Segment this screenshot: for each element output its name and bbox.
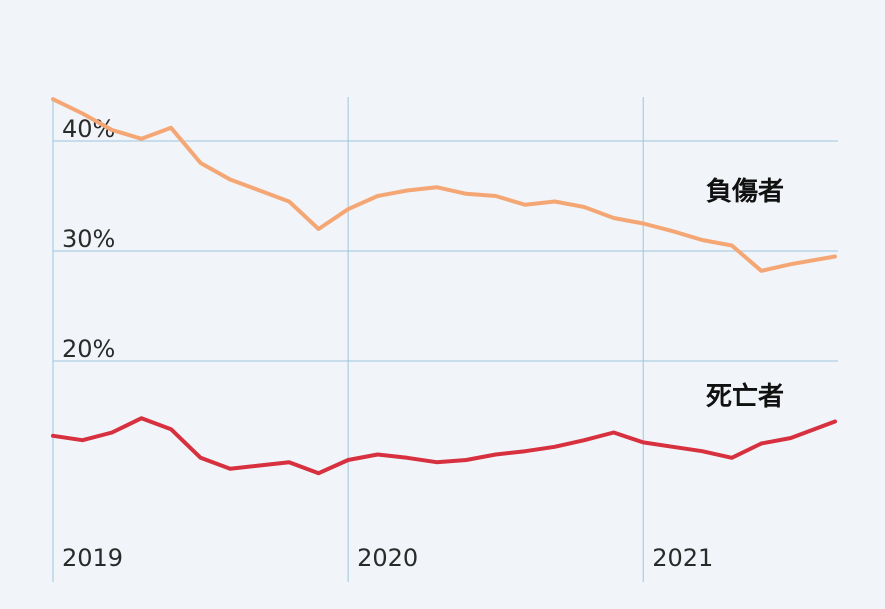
y-axis-ticks: 40%30%20% <box>62 115 115 363</box>
series-lines <box>53 99 835 473</box>
y-tick-label: 30% <box>62 225 115 253</box>
series-label: 負傷者 <box>706 177 784 207</box>
x-axis-ticks: 2019 2020 2021 <box>62 544 713 572</box>
x-tick-label: 2021 <box>652 544 713 572</box>
grid <box>53 97 838 582</box>
series-label: 死亡者 <box>706 381 784 412</box>
series-line-1 <box>53 418 835 473</box>
y-tick-label: 20% <box>62 335 115 363</box>
x-tick-label: 2019 <box>62 544 123 572</box>
x-tick-label: 2020 <box>357 544 418 572</box>
